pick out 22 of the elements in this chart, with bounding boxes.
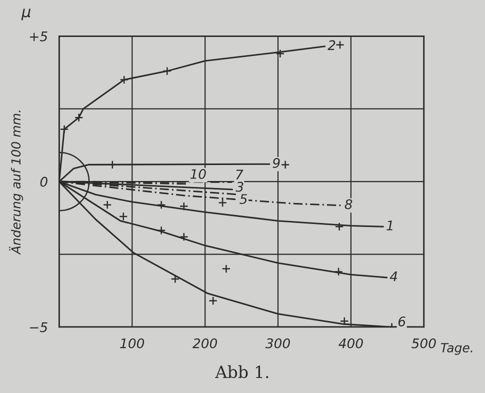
y-tick-label: 0 — [40, 176, 48, 187]
x-tick-label: 400 — [338, 338, 363, 348]
series-label: 10 — [190, 169, 206, 179]
x-tick-label: 500 — [412, 338, 436, 348]
x-tick-label: 300 — [265, 338, 290, 348]
caption: Abb 1. — [215, 365, 268, 378]
text: μ — [21, 8, 31, 20]
series-label: 7 — [236, 170, 244, 180]
series-label: 8 — [344, 199, 352, 210]
series-label: 4 — [390, 272, 398, 282]
y-tick-label: −5 — [30, 322, 48, 332]
series-label: 9 — [272, 158, 280, 168]
x-tick-label: 100 — [120, 338, 144, 348]
series-label: 3 — [236, 182, 244, 192]
series-label: 2 — [328, 40, 336, 50]
series-label: 1 — [386, 220, 392, 230]
y-axis-title: Änderung auf 100 mm. — [9, 110, 24, 255]
y-tick-label: +5 — [30, 32, 48, 42]
x-axis-title: Tage. — [440, 343, 472, 355]
series-label: 6 — [398, 316, 406, 326]
x-tick-label: 200 — [192, 338, 217, 348]
series-label: 5 — [240, 194, 248, 204]
